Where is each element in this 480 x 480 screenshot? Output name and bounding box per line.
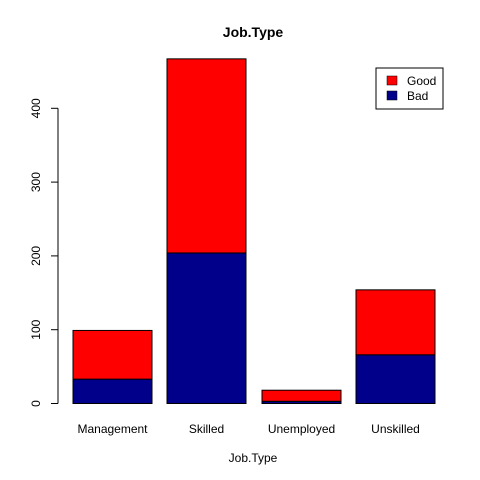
bar-management-good bbox=[72, 329, 153, 380]
x-axis-label: Job.Type bbox=[229, 451, 278, 465]
legend-label-bad: Bad bbox=[407, 89, 428, 103]
x-tick-label-management: Management bbox=[77, 422, 148, 436]
bar-skilled-good bbox=[166, 58, 247, 254]
x-tick-label-unskilled: Unskilled bbox=[371, 422, 420, 436]
legend-swatch-bad bbox=[386, 90, 398, 101]
y-tick-label-200: 200 bbox=[29, 246, 43, 266]
x-axis-tick-labels: Management Skilled Unemployed Unskilled bbox=[77, 422, 419, 436]
plot-area bbox=[72, 58, 436, 405]
bar-skilled-bad bbox=[166, 252, 247, 404]
bar-unskilled-good bbox=[355, 289, 436, 356]
legend-box bbox=[375, 67, 444, 110]
y-tick-label-300: 300 bbox=[29, 172, 43, 192]
y-axis: 0 100 200 300 400 bbox=[29, 98, 59, 407]
chart-title: Job.Type bbox=[223, 24, 284, 40]
legend-swatch-good bbox=[386, 75, 398, 86]
bar-unemployed-good bbox=[261, 389, 342, 402]
bar-management-bad bbox=[72, 378, 153, 404]
legend-label-good: Good bbox=[407, 74, 436, 88]
legend: Good Bad bbox=[375, 67, 444, 110]
x-tick-label-unemployed: Unemployed bbox=[268, 422, 335, 436]
y-tick-label-400: 400 bbox=[29, 98, 43, 118]
x-tick-label-skilled: Skilled bbox=[189, 422, 224, 436]
bar-unskilled-bad bbox=[355, 354, 436, 404]
y-tick-label-0: 0 bbox=[29, 400, 43, 407]
y-tick-label-100: 100 bbox=[29, 319, 43, 339]
